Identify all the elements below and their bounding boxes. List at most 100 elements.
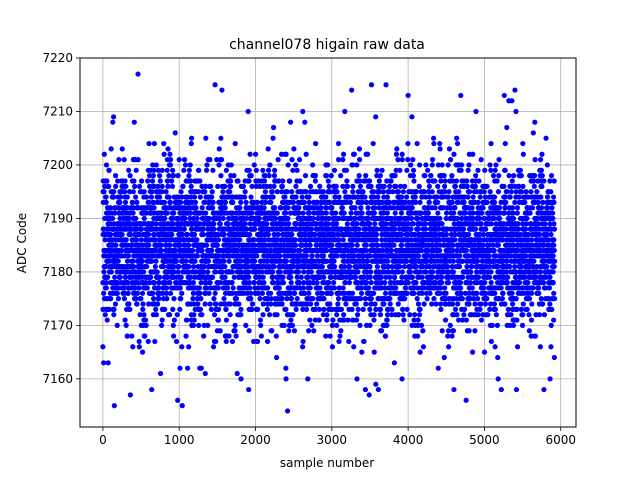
data-point: [191, 194, 198, 200]
data-point: [221, 231, 227, 238]
data-point: [314, 280, 320, 286]
data-point: [360, 189, 366, 195]
data-point: [340, 157, 346, 163]
data-point: [418, 322, 425, 328]
data-point: [108, 146, 114, 152]
data-point: [388, 247, 394, 254]
data-point: [166, 173, 172, 179]
data-point: [189, 226, 195, 232]
data-point: [404, 290, 410, 296]
data-point: [348, 210, 354, 216]
data-point: [197, 178, 203, 184]
data-point: [297, 247, 303, 254]
data-point: [457, 280, 464, 286]
data-point: [160, 290, 166, 296]
data-point: [211, 296, 217, 302]
data-point: [412, 194, 418, 200]
data-point: [324, 312, 330, 318]
data-point: [425, 167, 431, 173]
data-point: [206, 215, 212, 222]
data-point: [286, 328, 292, 334]
data-point: [367, 322, 373, 328]
data-point: [350, 183, 356, 189]
data-point: [222, 183, 228, 189]
data-point: [333, 210, 339, 216]
data-point: [271, 167, 278, 173]
data-point: [151, 231, 157, 238]
data-point: [196, 167, 202, 173]
data-point: [204, 285, 210, 291]
data-point: [227, 301, 233, 307]
data-point: [121, 285, 127, 291]
data-point: [439, 328, 445, 334]
data-point: [130, 258, 136, 264]
data-point: [272, 205, 278, 211]
data-point: [161, 140, 167, 147]
data-point: [111, 306, 117, 312]
data-point: [123, 183, 129, 189]
data-point: [108, 296, 114, 302]
data-point: [336, 194, 342, 200]
data-point: [341, 312, 347, 318]
data-point: [404, 167, 410, 173]
data-point: [326, 183, 332, 189]
data-point: [415, 317, 421, 323]
data-point: [435, 199, 441, 205]
data-point: [251, 280, 257, 286]
data-point: [382, 290, 389, 296]
data-point: [199, 205, 205, 211]
data-point: [276, 285, 282, 291]
data-point: [337, 333, 343, 339]
data-point: [142, 317, 149, 323]
data-point: [121, 157, 127, 163]
data-point: [171, 269, 177, 275]
data-point: [143, 194, 150, 200]
data-point: [300, 285, 306, 291]
data-point: [419, 274, 425, 280]
data-point: [461, 226, 467, 232]
data-point: [129, 333, 135, 339]
data-point: [351, 151, 357, 157]
data-point: [127, 189, 133, 195]
data-point: [442, 178, 448, 184]
data-point: [339, 205, 345, 211]
data-point: [170, 173, 177, 179]
data-point: [123, 322, 129, 328]
data-point: [229, 280, 235, 286]
data-point: [177, 306, 183, 312]
data-point: [459, 296, 465, 302]
data-point: [286, 221, 292, 227]
data-point: [314, 301, 320, 307]
data-point: [217, 328, 223, 334]
data-point: [345, 317, 351, 323]
data-point: [203, 167, 210, 173]
data-point: [268, 290, 274, 296]
data-point: [163, 189, 169, 195]
data-point: [277, 253, 283, 259]
data-point: [133, 167, 139, 173]
data-point: [466, 189, 473, 195]
data-point: [243, 199, 249, 205]
data-point: [325, 178, 331, 184]
data-point: [171, 333, 177, 339]
data-point: [438, 306, 444, 312]
data-point: [468, 269, 474, 275]
data-point: [302, 173, 309, 179]
data-point: [452, 237, 458, 243]
data-point: [153, 162, 159, 168]
data-point: [478, 317, 485, 323]
data-point: [404, 194, 410, 200]
data-point: [265, 231, 271, 238]
data-point: [464, 183, 470, 189]
data-point: [161, 151, 167, 157]
data-point: [140, 301, 146, 307]
data-point: [427, 194, 433, 200]
data-point: [124, 194, 130, 200]
data-point: [437, 215, 443, 222]
data-point: [226, 258, 232, 264]
data-point: [130, 344, 136, 350]
data-point: [469, 205, 475, 211]
data-point: [171, 210, 177, 216]
data-point: [133, 296, 139, 302]
data-point: [331, 280, 337, 286]
